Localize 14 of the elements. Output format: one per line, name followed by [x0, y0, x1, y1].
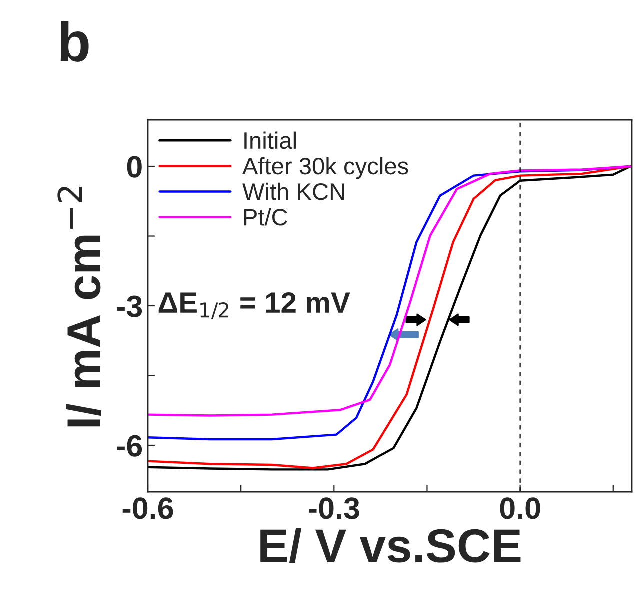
y-tick-label: 0	[127, 156, 142, 178]
y-tick-label: -6	[117, 435, 142, 457]
y-axis-title: I/ mA cm$^{−2}$	[58, 187, 102, 427]
y-tick-label: -3	[117, 296, 142, 318]
legend-label: After 30k cycles	[242, 157, 408, 180]
chart-title: b	[60, 21, 89, 62]
x-axis-title: E/ V vs.SCE	[260, 528, 521, 564]
x-tick-label: -0.3	[309, 498, 360, 520]
legend-label: Initial	[244, 132, 296, 150]
annotation: ΔE$_{1/2}$ = 12 mV	[158, 292, 350, 320]
x-tick-label: -0.6	[122, 498, 174, 520]
legend-label: Pt/C	[244, 208, 288, 226]
legend-label: With KCN	[242, 182, 344, 200]
x-tick-label: 0.0	[500, 498, 540, 520]
